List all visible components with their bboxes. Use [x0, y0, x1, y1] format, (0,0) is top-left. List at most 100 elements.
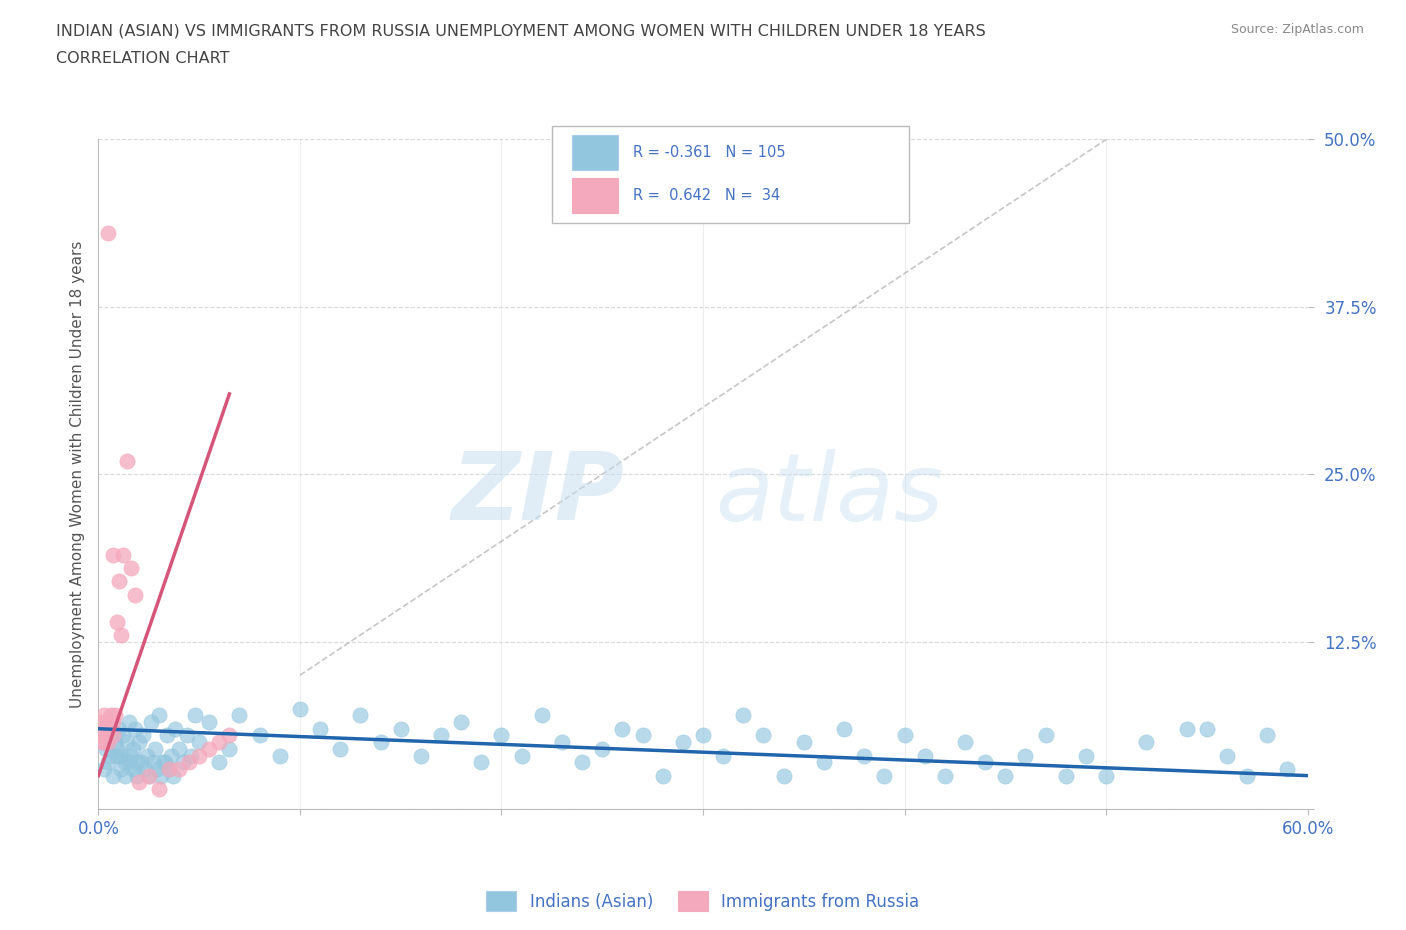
Point — [96, 741, 118, 756]
Point — [128, 775, 150, 790]
Point — [91, 728, 114, 743]
Point — [103, 708, 125, 723]
Y-axis label: Unemployment Among Women with Children Under 18 years: Unemployment Among Women with Children U… — [69, 241, 84, 708]
Text: Source: ZipAtlas.com: Source: ZipAtlas.com — [1230, 23, 1364, 36]
Point — [1236, 768, 1258, 783]
Text: INDIAN (ASIAN) VS IMMIGRANTS FROM RUSSIA UNEMPLOYMENT AMONG WOMEN WITH CHILDREN : INDIAN (ASIAN) VS IMMIGRANTS FROM RUSSIA… — [56, 23, 986, 38]
Point — [101, 728, 124, 743]
Point — [101, 547, 124, 562]
Point — [120, 561, 142, 576]
Point — [111, 728, 134, 743]
Point — [269, 748, 291, 763]
Point — [188, 748, 211, 763]
Point — [110, 748, 132, 763]
Point — [491, 728, 513, 743]
Point — [139, 714, 162, 729]
Point — [111, 547, 134, 562]
Point — [329, 741, 352, 756]
Point — [138, 768, 160, 783]
Point — [114, 768, 136, 783]
Point — [176, 728, 198, 743]
Point — [733, 708, 755, 723]
Point — [692, 728, 714, 743]
Point — [752, 728, 775, 743]
Point — [893, 728, 915, 743]
Point — [510, 748, 533, 763]
Point — [1256, 728, 1278, 743]
Point — [124, 722, 146, 737]
Point — [101, 768, 124, 783]
Point — [184, 708, 207, 723]
Point — [1216, 748, 1239, 763]
Point — [93, 735, 115, 750]
Point — [105, 614, 128, 629]
Point — [571, 755, 593, 770]
Point — [198, 741, 221, 756]
Point — [129, 755, 152, 770]
Point — [93, 722, 115, 737]
Text: atlas: atlas — [716, 449, 943, 540]
Point — [631, 728, 654, 743]
Text: R =  0.642   N =  34: R = 0.642 N = 34 — [633, 188, 780, 203]
Legend: Indians (Asian), Immigrants from Russia: Indians (Asian), Immigrants from Russia — [479, 884, 927, 918]
Point — [167, 741, 190, 756]
Point — [934, 768, 956, 783]
Point — [180, 748, 202, 763]
Point — [853, 748, 876, 763]
Point — [612, 722, 634, 737]
Point — [208, 735, 231, 750]
Point — [107, 574, 129, 589]
Point — [110, 628, 132, 643]
Point — [149, 768, 172, 783]
Point — [124, 588, 146, 603]
Point — [91, 714, 114, 729]
Point — [101, 714, 124, 729]
Point — [430, 728, 453, 743]
Point — [125, 768, 148, 783]
Point — [93, 735, 115, 750]
Point — [389, 722, 412, 737]
Point — [135, 748, 157, 763]
Point — [530, 708, 553, 723]
Point — [148, 708, 170, 723]
Point — [208, 755, 231, 770]
Point — [160, 748, 183, 763]
Point — [249, 728, 271, 743]
Point — [711, 748, 734, 763]
Point — [162, 768, 184, 783]
Point — [152, 755, 174, 770]
Point — [100, 722, 122, 737]
Point — [188, 735, 211, 750]
Text: ZIP: ZIP — [451, 448, 624, 540]
Point — [1054, 768, 1077, 783]
Bar — [572, 178, 619, 213]
Point — [105, 741, 128, 756]
Point — [118, 714, 141, 729]
Point — [100, 748, 122, 763]
Point — [873, 768, 896, 783]
Point — [156, 728, 179, 743]
Point — [218, 728, 240, 743]
Point — [163, 722, 186, 737]
Point — [134, 762, 156, 777]
Bar — [572, 135, 619, 170]
Point — [198, 714, 221, 729]
Point — [1175, 722, 1198, 737]
Point — [97, 735, 120, 750]
Point — [157, 762, 180, 777]
Point — [96, 728, 118, 743]
Point — [167, 762, 190, 777]
Point — [370, 735, 392, 750]
Point — [118, 755, 141, 770]
Point — [409, 748, 432, 763]
Point — [1014, 748, 1036, 763]
Point — [132, 728, 155, 743]
Point — [115, 454, 138, 469]
Point — [146, 762, 169, 777]
Point — [1035, 728, 1057, 743]
Point — [142, 755, 165, 770]
FancyBboxPatch shape — [551, 126, 908, 223]
Point — [97, 714, 120, 729]
Point — [100, 708, 122, 723]
Point — [93, 708, 115, 723]
